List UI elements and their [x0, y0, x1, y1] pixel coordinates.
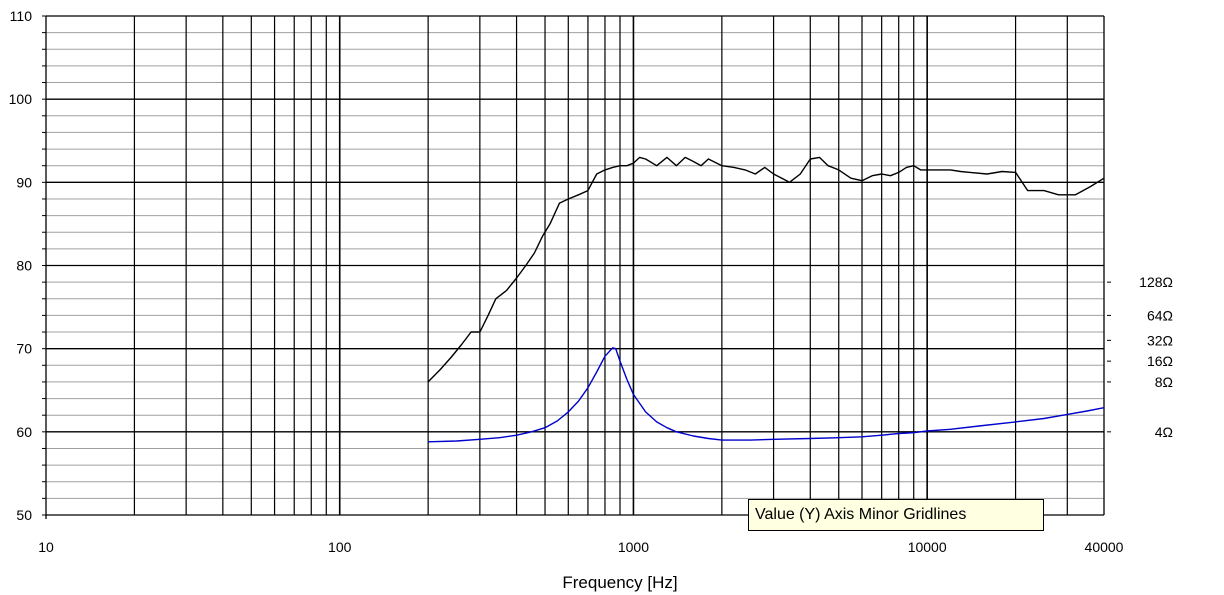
axes	[42, 15, 1105, 519]
tick-labels: 50 60 70 80 90 100 110 10 100 1000 10000 40000	[9, 8, 1124, 555]
y-tick-label: 100	[9, 91, 33, 107]
spl-curve	[427, 156, 1105, 383]
major-gridlines	[46, 16, 1104, 515]
impedance-tick-label: 128Ω	[1139, 274, 1173, 290]
y-tick-label: 110	[10, 8, 33, 24]
y-tick-label: 70	[16, 341, 32, 357]
series-layer	[427, 156, 1105, 443]
y-tick-label: 50	[16, 507, 32, 523]
impedance-tick-label: 4Ω	[1155, 424, 1173, 440]
impedance-tick-label: 16Ω	[1147, 353, 1173, 369]
x-tick-label: 100	[328, 539, 352, 555]
impedance-scale: 128Ω 64Ω 32Ω 16Ω 8Ω 4Ω	[1107, 274, 1173, 440]
tooltip: Value (Y) Axis Minor Gridlines	[748, 499, 1044, 531]
y-tick-label: 60	[16, 424, 32, 440]
impedance-curve	[428, 347, 1105, 443]
y-tick-label: 80	[16, 258, 32, 274]
impedance-tick-label: 32Ω	[1147, 332, 1173, 348]
x-tick-label: 1000	[618, 539, 649, 555]
x-tick-label: 40000	[1085, 539, 1124, 555]
x-axis-label: Frequency [Hz]	[562, 573, 677, 592]
impedance-tick-label: 64Ω	[1147, 307, 1173, 323]
y-tick-label: 90	[16, 174, 32, 190]
x-tick-label: 10000	[908, 539, 947, 555]
impedance-tick-label: 8Ω	[1155, 374, 1173, 390]
x-tick-label: 10	[38, 539, 54, 555]
